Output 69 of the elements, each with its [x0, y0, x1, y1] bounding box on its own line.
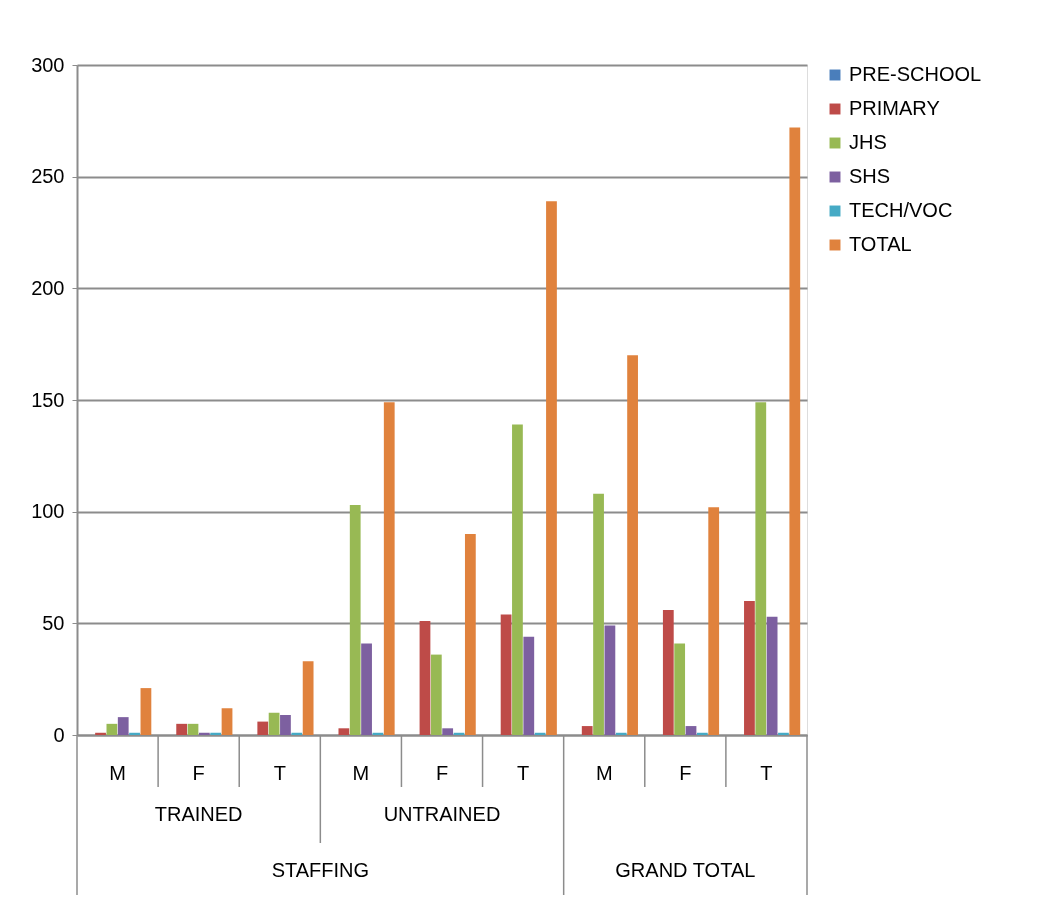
bar: [419, 621, 431, 735]
y-tick-label: 100: [31, 500, 65, 523]
bar: [581, 726, 593, 735]
bar: [198, 732, 210, 735]
text: TRAINED: [154, 803, 243, 825]
bar: [546, 201, 557, 735]
x-tick-label: M: [352, 761, 370, 784]
bar: [280, 714, 291, 735]
bar: [685, 726, 697, 735]
bar: [755, 402, 767, 735]
bar: [291, 732, 303, 735]
bar: [349, 504, 361, 735]
bar: [361, 643, 372, 735]
x-tick-label: T: [517, 761, 530, 784]
bar: [95, 732, 106, 735]
bar: [708, 507, 720, 735]
bar: [523, 636, 535, 735]
bar: [604, 625, 616, 735]
bar: [117, 717, 129, 735]
bar: [176, 723, 188, 735]
legend-label: JHS: [849, 131, 887, 153]
legend-label: TECH/VOC: [849, 199, 953, 221]
bar: [442, 728, 454, 735]
bar: [187, 723, 199, 735]
bar: [615, 732, 627, 735]
bar: [338, 728, 350, 735]
x-tick-label: F: [435, 761, 449, 784]
bar: [593, 493, 604, 735]
x-tick-label: F: [192, 761, 205, 784]
legend-label: PRE-SCHOOL: [849, 63, 982, 85]
y-tick-label: 150: [31, 388, 65, 411]
bar: [210, 732, 222, 735]
text: UNTRAINED: [383, 803, 501, 825]
bar: [674, 643, 686, 735]
bar: [744, 601, 755, 735]
y-tick-label: 0: [53, 723, 65, 746]
x-tick-label: T: [273, 761, 286, 784]
bar: [430, 654, 442, 735]
x-tick-label: T: [760, 761, 773, 784]
bar: [383, 402, 395, 735]
bar: [106, 723, 118, 735]
legend-label: SHS: [849, 165, 891, 187]
bar: [464, 534, 476, 735]
bar: [140, 688, 152, 735]
bar: [789, 127, 801, 735]
x-tick-label: M: [109, 761, 126, 784]
y-tick-label: 250: [31, 165, 65, 188]
bar: [627, 355, 638, 735]
text: GRAND TOTAL: [615, 859, 756, 881]
x-tick-label: M: [595, 761, 613, 784]
x-tick-label: F: [679, 761, 692, 784]
bar: [534, 732, 546, 735]
bar: [268, 712, 280, 735]
legend-label: TOTAL: [849, 233, 912, 255]
y-tick-label: 300: [31, 53, 65, 76]
bar: [221, 708, 233, 735]
bar: [129, 732, 140, 735]
bar: [257, 721, 269, 735]
y-tick-label: 200: [31, 276, 65, 299]
bar: [766, 616, 778, 735]
bar: [696, 732, 708, 735]
y-tick-label: 50: [42, 611, 65, 634]
bar: [500, 614, 512, 735]
bar: [662, 609, 674, 735]
bar: [302, 661, 314, 735]
legend-label: PRIMARY: [849, 97, 940, 119]
bar: [512, 424, 523, 735]
text: STAFFING: [271, 859, 370, 881]
bar: [778, 732, 789, 735]
